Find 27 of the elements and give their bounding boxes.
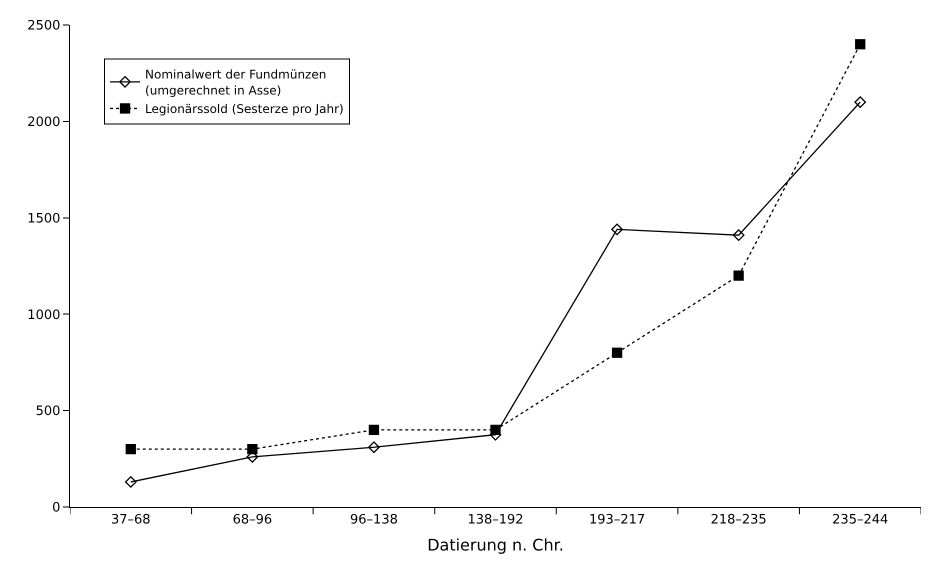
x-tick-label: 68–96 <box>232 512 272 528</box>
legend-label: Nominalwert der Fundmünzen (umgerechnet in Asse) <box>145 68 326 98</box>
x-tick-label: 193–217 <box>589 512 646 528</box>
point <box>855 39 866 50</box>
x-tick-label: 235–244 <box>832 512 888 528</box>
point <box>368 441 380 454</box>
y-tick-label: 1500 <box>27 211 60 226</box>
x-tick-label: 138–192 <box>467 512 524 528</box>
y-tick-label: 2000 <box>27 114 60 130</box>
y-tick-label: 1000 <box>27 308 60 323</box>
point <box>612 348 622 358</box>
point <box>247 444 258 454</box>
legend-label: Legionärssold (Sesterze pro Jahr) <box>145 102 344 116</box>
point <box>854 96 866 108</box>
point <box>368 424 380 436</box>
point <box>732 229 744 241</box>
x-tick-label: 37–68 <box>110 512 151 528</box>
point <box>124 476 137 488</box>
x-tick-label: 96–138 <box>350 512 398 528</box>
y-tick-label: 500 <box>36 404 60 420</box>
point <box>611 224 623 236</box>
y-tick-label: 2500 <box>27 18 60 34</box>
x-axis-title: Datierung n. Chr. <box>427 535 564 554</box>
point <box>733 270 744 281</box>
point <box>126 444 136 454</box>
x-tick-label: 218–235 <box>710 512 767 528</box>
y-tick-label: 0 <box>52 500 60 516</box>
